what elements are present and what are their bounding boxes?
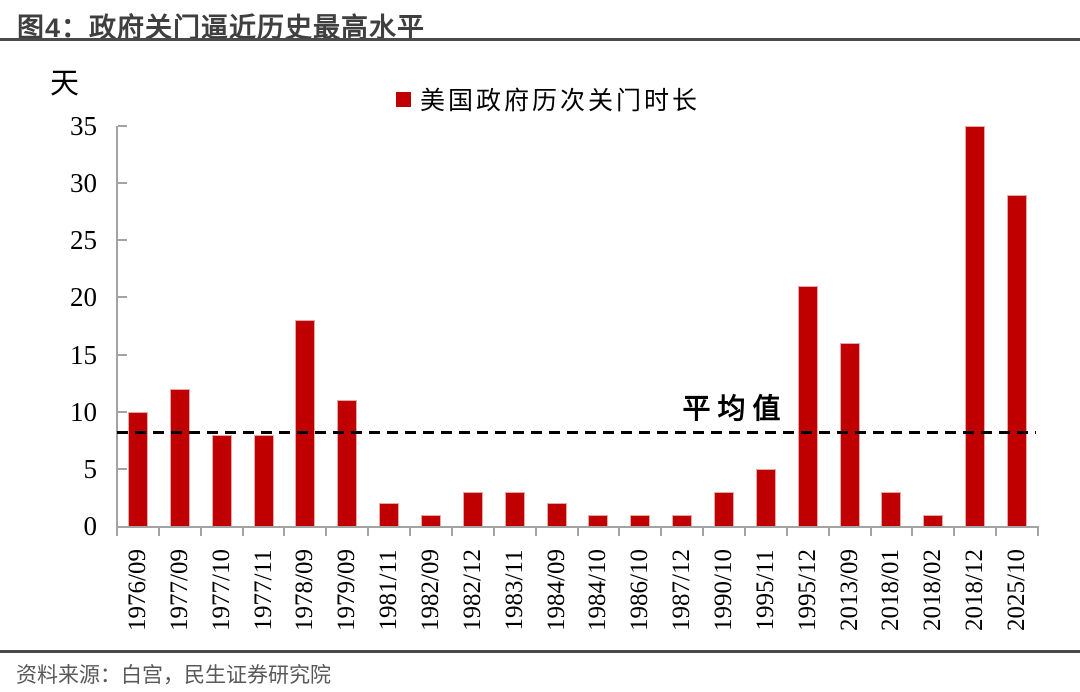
x-axis-label: 1982/09: [416, 549, 444, 631]
bar-2018/12: [965, 126, 986, 526]
bar-1983/11: [504, 491, 525, 526]
y-axis-label: 15: [70, 339, 97, 370]
title-rule: [0, 38, 1080, 41]
y-axis-tick: [118, 410, 127, 413]
x-axis-label: 1983/11: [500, 549, 528, 631]
y-axis-tick: [118, 239, 127, 242]
y-axis: [116, 126, 118, 526]
y-axis-tick: [118, 353, 127, 356]
x-axis-tick: [450, 528, 453, 536]
y-axis-tick: [118, 467, 127, 470]
x-axis-label: 1984/09: [542, 549, 570, 631]
bar-2018/02: [923, 514, 944, 526]
y-axis-label: 0: [83, 511, 98, 541]
legend: 美国政府历次关门时长: [396, 81, 700, 117]
x-axis-tick: [660, 528, 663, 536]
x-axis-label: 1995/11: [751, 549, 779, 631]
x-axis-label: 1987/12: [668, 549, 696, 631]
x-axis-tick: [869, 528, 872, 536]
bar-1976/09: [127, 411, 148, 526]
y-axis-label: 20: [70, 282, 97, 313]
x-axis-tick: [785, 528, 788, 536]
average-line-label: 平均值: [682, 394, 788, 426]
x-axis: [116, 526, 1039, 528]
x-axis-tick: [995, 528, 998, 536]
x-axis-tick: [827, 528, 830, 536]
bar-1979/09: [337, 400, 358, 526]
bar-1995/11: [755, 468, 776, 526]
x-axis-tick: [1037, 528, 1039, 536]
x-axis-label: 1977/10: [207, 549, 235, 631]
x-axis-tick: [702, 528, 705, 536]
bar-1978/09: [295, 320, 316, 526]
x-axis-label: 1984/10: [584, 549, 612, 631]
bar-1995/12: [797, 286, 818, 526]
y-axis-unit-label: 天: [50, 68, 80, 100]
x-axis-tick: [953, 528, 956, 536]
y-axis-label: 30: [70, 168, 97, 199]
y-axis-tick: [118, 125, 127, 127]
x-axis-label: 2018/12: [961, 549, 989, 631]
bar-1987/12: [672, 514, 693, 526]
legend-swatch-icon: [396, 91, 411, 107]
x-axis-tick: [241, 528, 244, 536]
x-axis-tick: [325, 528, 328, 536]
x-axis-label: 2025/10: [1003, 549, 1031, 631]
x-axis-label: 2013/09: [835, 549, 863, 631]
x-axis-tick: [911, 528, 914, 536]
x-axis-label: 2018/02: [919, 549, 947, 631]
x-axis-label: 1979/09: [333, 549, 361, 631]
bar-1986/10: [630, 514, 651, 526]
y-axis-label: 5: [83, 453, 98, 484]
x-axis-tick: [157, 528, 160, 536]
x-axis-tick: [283, 528, 286, 536]
bar-1982/09: [420, 514, 441, 526]
x-axis-label: 1977/11: [249, 549, 277, 631]
x-axis-label: 1990/10: [710, 549, 738, 631]
x-axis-tick: [618, 528, 621, 536]
x-axis-tick: [576, 528, 579, 536]
bar-2025/10: [1007, 194, 1028, 526]
bar-2018/01: [881, 491, 902, 526]
x-axis-tick: [116, 528, 118, 536]
x-axis-label: 1982/12: [458, 549, 486, 631]
x-axis-label: 2018/01: [877, 549, 905, 631]
x-axis-label: 1981/11: [375, 549, 403, 631]
y-axis-tick: [118, 296, 127, 299]
x-axis-tick: [534, 528, 537, 536]
bar-1982/12: [462, 491, 483, 526]
x-axis-label: 1986/10: [626, 549, 654, 631]
x-axis-label: 1976/09: [123, 549, 151, 631]
x-axis-tick: [492, 528, 495, 536]
y-axis-label: 10: [70, 396, 97, 427]
bar-1977/09: [169, 388, 190, 526]
source-note: 资料来源：白宫，民生证券研究院: [16, 664, 331, 687]
bar-1984/10: [588, 514, 609, 526]
x-axis-tick: [199, 528, 202, 536]
bar-1977/11: [253, 434, 274, 526]
bar-1981/11: [379, 503, 400, 526]
y-axis-tick: [118, 182, 127, 185]
x-axis-tick: [409, 528, 412, 536]
x-axis-label: 1995/12: [793, 549, 821, 631]
legend-label: 美国政府历次关门时长: [420, 88, 701, 115]
x-axis-label: 1978/09: [291, 549, 319, 631]
average-line: [117, 431, 1036, 435]
bar-2013/09: [839, 343, 860, 526]
y-axis-label: 25: [70, 225, 97, 256]
x-axis-tick: [367, 528, 370, 536]
x-axis-label: 1977/09: [165, 549, 193, 631]
footer-rule: [0, 650, 1080, 653]
y-axis-label: 35: [70, 111, 97, 141]
bar-1990/10: [714, 491, 735, 526]
x-axis-tick: [743, 528, 746, 536]
bar-1977/10: [211, 434, 232, 526]
bar-1984/09: [546, 503, 567, 526]
